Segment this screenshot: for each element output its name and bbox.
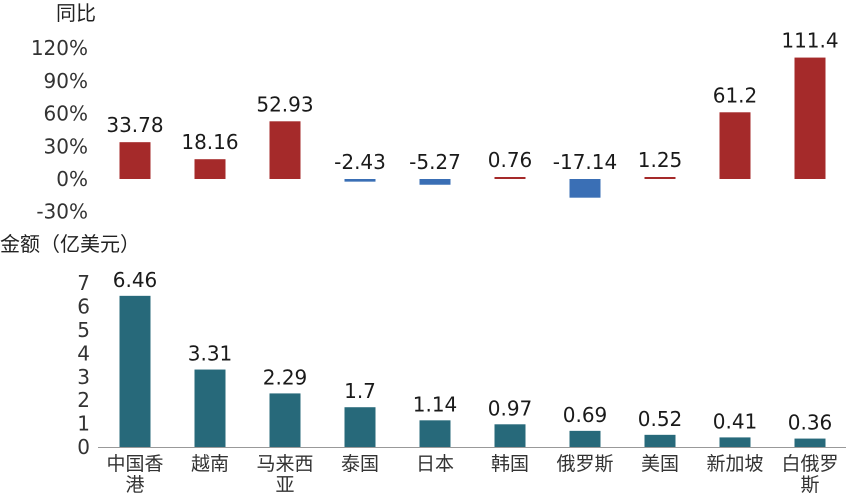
bottom-y-tick: 5 — [77, 318, 90, 342]
top-value-label: -17.14 — [553, 150, 617, 174]
top-y-axis-title: 同比 — [56, 1, 96, 25]
bottom-value-label: 6.46 — [113, 268, 158, 292]
top-value-label: 18.16 — [181, 130, 238, 154]
bottom-bar — [644, 434, 676, 447]
bottom-value-label: 3.31 — [188, 342, 233, 366]
bottom-value-label: 0.52 — [638, 407, 683, 431]
bottom-value-label: 1.14 — [413, 392, 458, 416]
bottom-bar — [719, 437, 751, 447]
bottom-bar — [119, 295, 151, 447]
top-value-label: 52.93 — [256, 92, 313, 116]
category-label: 白俄罗 — [781, 453, 838, 475]
top-bar — [119, 142, 151, 179]
bottom-bar — [419, 420, 451, 447]
category-label: 亚 — [275, 474, 294, 493]
bottom-y-tick: 7 — [77, 271, 90, 295]
bottom-bars — [119, 295, 826, 447]
category-label: 中国香 — [106, 453, 163, 475]
bottom-value-label: 2.29 — [263, 365, 308, 389]
top-y-tick: 120% — [31, 36, 88, 60]
top-value-label: 61.2 — [713, 83, 758, 107]
top-y-tick: 90% — [44, 69, 88, 93]
category-label: 美国 — [641, 453, 679, 475]
category-label: 马来西 — [256, 453, 313, 475]
top-value-label: 1.25 — [638, 148, 683, 172]
bottom-y-tick: 1 — [77, 412, 90, 436]
category-label: 新加坡 — [706, 453, 763, 475]
top-y-tick: 0% — [56, 167, 88, 191]
bottom-y-tick: 4 — [77, 341, 90, 365]
top-bar — [719, 112, 751, 179]
bottom-value-labels: 6.46 3.31 2.29 1.7 1.14 0.97 0.69 0.52 0.41 0.36 — [113, 268, 833, 435]
top-y-tick: -30% — [36, 200, 88, 224]
top-bars — [119, 57, 826, 198]
bottom-bar — [569, 430, 601, 447]
top-bar — [794, 57, 826, 179]
category-label: 斯 — [800, 474, 819, 493]
bottom-bar — [494, 424, 526, 447]
top-bar — [194, 159, 226, 179]
top-bar — [419, 179, 451, 185]
bottom-value-label: 0.36 — [788, 411, 833, 435]
bottom-y-axis-title: 金额（亿美元） — [0, 232, 140, 256]
top-y-ticks: 120% 90% 60% 30% 0% -30% — [31, 36, 88, 224]
top-chart: 同比 120% 90% 60% 30% 0% -30% 33.78 18.16 52.93 -2… — [31, 1, 839, 224]
top-value-label: -5.27 — [409, 150, 461, 174]
bottom-y-tick: 6 — [77, 295, 90, 319]
top-y-tick: 30% — [44, 134, 88, 158]
top-value-label: 111.4 — [781, 29, 838, 53]
bottom-bar — [269, 393, 301, 447]
top-value-label: -2.43 — [334, 150, 386, 174]
bottom-value-label: 0.41 — [713, 409, 758, 433]
category-label: 泰国 — [341, 453, 379, 475]
category-label: 港 — [125, 474, 144, 493]
top-bar — [269, 121, 301, 179]
top-bar — [569, 179, 601, 198]
bottom-bar — [194, 369, 226, 447]
top-value-label: 33.78 — [106, 113, 163, 137]
top-value-labels: 33.78 18.16 52.93 -2.43 -5.27 0.76 -17.14 1.25 6… — [106, 29, 838, 174]
bottom-y-tick: 3 — [77, 365, 90, 389]
bottom-value-label: 0.97 — [488, 396, 533, 420]
category-label: 日本 — [416, 453, 454, 475]
bottom-y-tick: 2 — [77, 388, 90, 412]
top-bar — [644, 177, 676, 179]
category-label: 越南 — [191, 453, 229, 475]
category-label: 俄罗斯 — [556, 453, 613, 475]
top-bar — [344, 179, 376, 182]
category-label: 韩国 — [491, 453, 529, 475]
top-bar — [494, 177, 526, 179]
bottom-value-label: 1.7 — [344, 379, 376, 403]
top-value-label: 0.76 — [488, 148, 533, 172]
bottom-bar — [344, 407, 376, 447]
bottom-bar — [794, 438, 826, 447]
top-y-tick: 60% — [44, 102, 88, 126]
bottom-value-label: 0.69 — [563, 403, 608, 427]
bottom-y-tick: 0 — [77, 435, 90, 459]
